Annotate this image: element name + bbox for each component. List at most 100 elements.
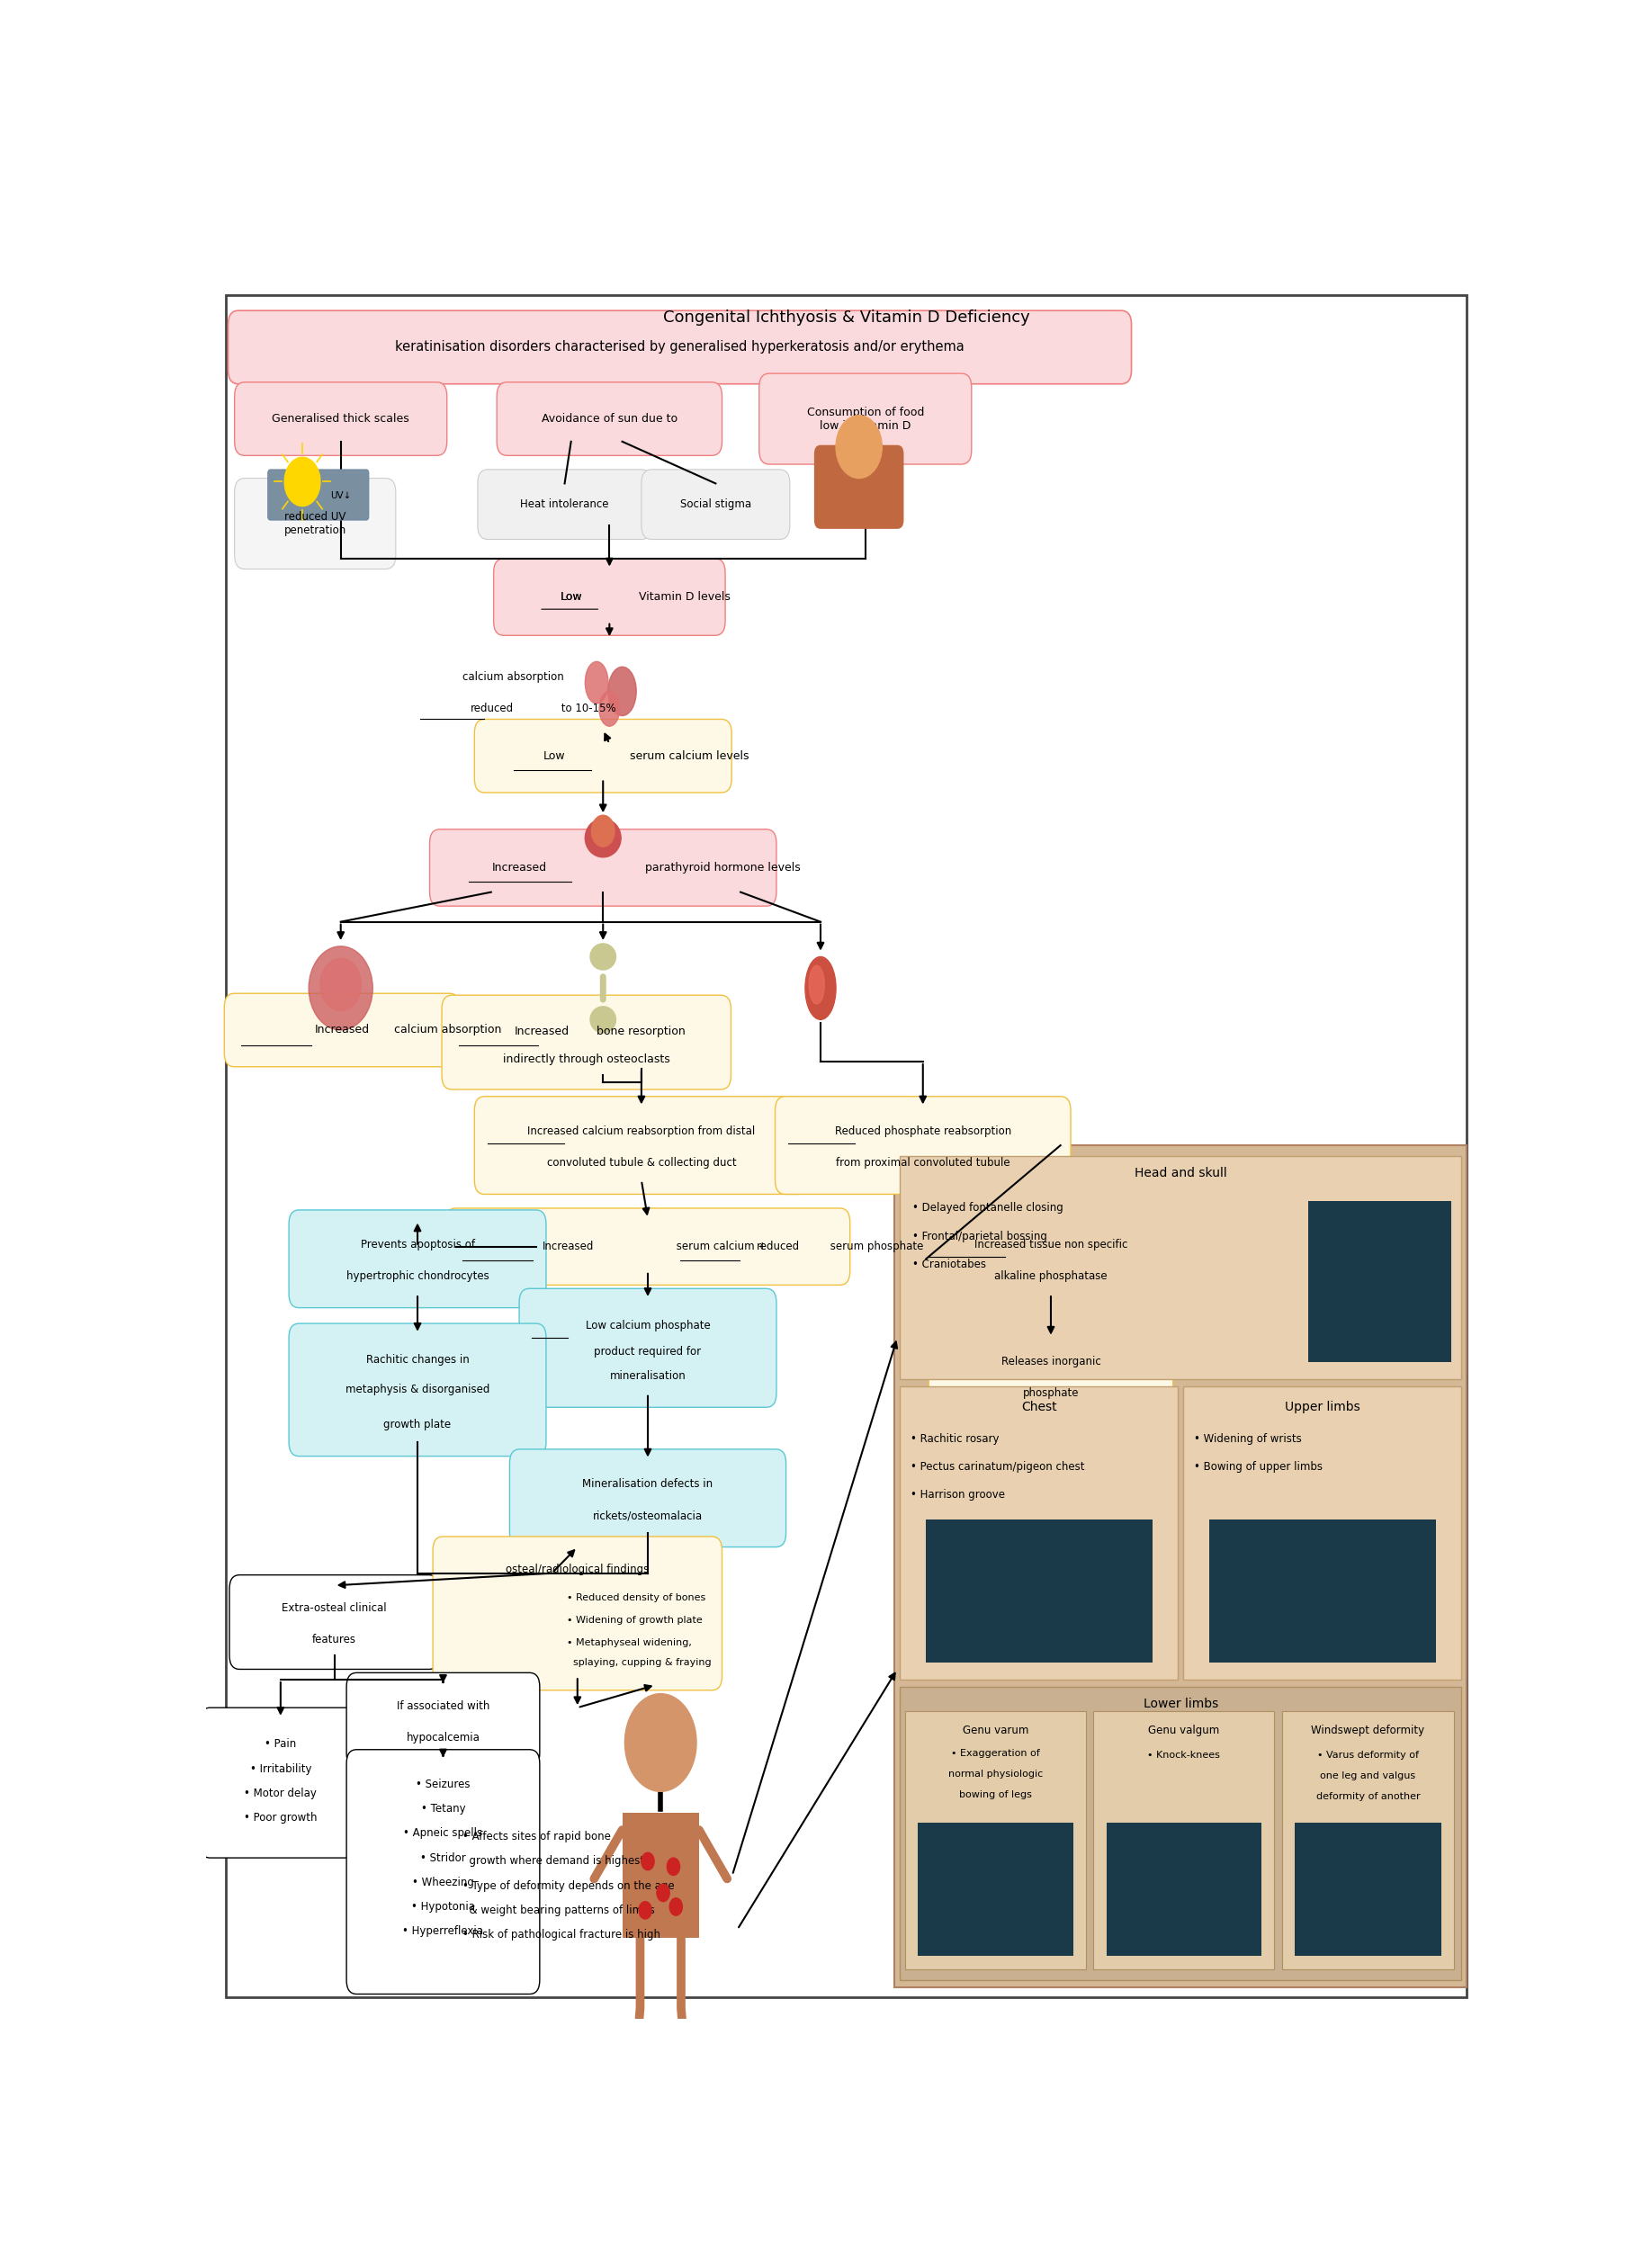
- Text: If associated with: If associated with: [396, 1701, 490, 1712]
- Text: Increased calcium reabsorption from distal: Increased calcium reabsorption from dist…: [527, 1125, 756, 1136]
- Text: Vitamin D levels: Vitamin D levels: [636, 592, 730, 603]
- Ellipse shape: [809, 966, 824, 1005]
- Text: Increased: Increased: [314, 1025, 370, 1036]
- Circle shape: [667, 1857, 680, 1876]
- Ellipse shape: [591, 814, 614, 846]
- Text: • Irritability: • Irritability: [249, 1762, 312, 1774]
- FancyBboxPatch shape: [1294, 1823, 1441, 1955]
- Text: • Delayed fontanelle closing: • Delayed fontanelle closing: [913, 1202, 1063, 1213]
- FancyBboxPatch shape: [928, 1327, 1174, 1424]
- Text: Upper limbs: Upper limbs: [1284, 1402, 1360, 1413]
- FancyBboxPatch shape: [814, 445, 903, 528]
- FancyBboxPatch shape: [200, 1708, 362, 1857]
- Text: • Risk of pathological fracture is high: • Risk of pathological fracture is high: [462, 1928, 660, 1941]
- Text: hypocalcemia: hypocalcemia: [406, 1730, 480, 1744]
- Ellipse shape: [591, 943, 616, 971]
- FancyBboxPatch shape: [926, 1520, 1152, 1662]
- Text: • Pain: • Pain: [264, 1740, 297, 1751]
- Text: serum calcium levels: serum calcium levels: [626, 751, 750, 762]
- Text: osteal/radiological findings: osteal/radiological findings: [505, 1565, 649, 1576]
- Text: Windswept deformity: Windswept deformity: [1311, 1724, 1425, 1737]
- Text: • Varus deformity of: • Varus deformity of: [1317, 1751, 1418, 1760]
- Text: Reduced phosphate reabsorption: Reduced phosphate reabsorption: [835, 1125, 1010, 1136]
- Text: growth plate: growth plate: [383, 1420, 451, 1431]
- Text: Generalised thick scales: Generalised thick scales: [272, 413, 409, 424]
- Text: reduced: reduced: [756, 1241, 799, 1252]
- FancyBboxPatch shape: [1209, 1520, 1436, 1662]
- Text: • Bowing of upper limbs: • Bowing of upper limbs: [1194, 1461, 1322, 1472]
- FancyBboxPatch shape: [446, 1209, 850, 1286]
- Text: features: features: [312, 1633, 357, 1644]
- FancyBboxPatch shape: [229, 1574, 439, 1669]
- Ellipse shape: [309, 946, 373, 1030]
- FancyBboxPatch shape: [226, 295, 1466, 1998]
- FancyBboxPatch shape: [497, 383, 721, 456]
- Text: • Seizures: • Seizures: [416, 1778, 471, 1789]
- Text: Releases inorganic: Releases inorganic: [1001, 1356, 1101, 1368]
- Text: Chest: Chest: [1022, 1402, 1057, 1413]
- Circle shape: [835, 415, 882, 479]
- Text: Low: Low: [560, 592, 583, 603]
- Ellipse shape: [584, 819, 621, 857]
- Text: • Exaggeration of: • Exaggeration of: [951, 1749, 1040, 1758]
- Text: serum phosphate: serum phosphate: [827, 1241, 923, 1252]
- Text: Congenital Ichthyosis & Vitamin D Deficiency: Congenital Ichthyosis & Vitamin D Defici…: [662, 308, 1030, 327]
- Text: product required for: product required for: [594, 1345, 702, 1356]
- Text: Rachitic changes in: Rachitic changes in: [367, 1354, 469, 1365]
- Text: • Pectus carinatum/pigeon chest: • Pectus carinatum/pigeon chest: [910, 1461, 1085, 1472]
- Text: Social stigma: Social stigma: [680, 499, 751, 510]
- Text: parathyroid hormone levels: parathyroid hormone levels: [641, 862, 801, 873]
- FancyBboxPatch shape: [916, 1209, 1185, 1309]
- Text: alkaline phosphatase: alkaline phosphatase: [994, 1270, 1108, 1281]
- Text: Increased: Increased: [492, 862, 548, 873]
- Text: & weight bearing patterns of limbs: & weight bearing patterns of limbs: [462, 1905, 654, 1916]
- Text: • Frontal/parietal bossing: • Frontal/parietal bossing: [913, 1229, 1047, 1243]
- Text: keratinisation disorders characterised by generalised hyperkeratosis and/or eryt: keratinisation disorders characterised b…: [395, 340, 964, 354]
- FancyBboxPatch shape: [347, 1749, 540, 1994]
- FancyBboxPatch shape: [225, 993, 459, 1066]
- Text: • Stridor: • Stridor: [421, 1853, 466, 1864]
- Text: bowing of legs: bowing of legs: [959, 1789, 1032, 1799]
- Text: Increased: Increased: [543, 1241, 594, 1252]
- FancyBboxPatch shape: [518, 1288, 776, 1406]
- FancyBboxPatch shape: [1283, 1710, 1455, 1969]
- Text: Consumption of food
low in vitamin D: Consumption of food low in vitamin D: [807, 406, 925, 431]
- Text: rickets/osteomalacia: rickets/osteomalacia: [593, 1510, 703, 1522]
- Text: • Knock-knees: • Knock-knees: [1147, 1751, 1220, 1760]
- Ellipse shape: [608, 667, 636, 717]
- Ellipse shape: [616, 2032, 641, 2053]
- FancyBboxPatch shape: [641, 469, 789, 540]
- Text: splaying, cupping & fraying: splaying, cupping & fraying: [568, 1658, 712, 1667]
- FancyBboxPatch shape: [622, 1812, 698, 1939]
- Text: • Harrison groove: • Harrison groove: [910, 1488, 1004, 1501]
- Text: Avoidance of sun due to: Avoidance of sun due to: [542, 413, 677, 424]
- Text: • Reduced density of bones: • Reduced density of bones: [568, 1592, 707, 1601]
- Text: • Apneic spells: • Apneic spells: [403, 1828, 482, 1839]
- FancyBboxPatch shape: [289, 1209, 546, 1309]
- FancyBboxPatch shape: [267, 469, 368, 519]
- Circle shape: [670, 1898, 682, 1916]
- Circle shape: [657, 1885, 670, 1901]
- Text: • Hypotonia: • Hypotonia: [411, 1901, 475, 1912]
- Text: metaphysis & disorganised: metaphysis & disorganised: [345, 1383, 490, 1395]
- FancyBboxPatch shape: [510, 1449, 786, 1547]
- Text: one leg and valgus: one leg and valgus: [1321, 1771, 1415, 1780]
- FancyBboxPatch shape: [474, 1095, 809, 1195]
- Text: • Metaphyseal widening,: • Metaphyseal widening,: [568, 1637, 692, 1647]
- Text: growth where demand is highest: growth where demand is highest: [462, 1855, 644, 1867]
- Text: reduced: reduced: [471, 703, 513, 714]
- Text: Prevents apoptosis of: Prevents apoptosis of: [360, 1238, 474, 1250]
- Text: Genu varum: Genu varum: [963, 1724, 1029, 1737]
- FancyBboxPatch shape: [905, 1710, 1086, 1969]
- Text: phosphate: phosphate: [1022, 1388, 1080, 1399]
- Text: from proximal convoluted tubule: from proximal convoluted tubule: [835, 1157, 1010, 1168]
- Text: bone resorption: bone resorption: [593, 1025, 685, 1039]
- Ellipse shape: [680, 2032, 705, 2053]
- Text: normal physiologic: normal physiologic: [948, 1769, 1043, 1778]
- Text: • Craniotabes: • Craniotabes: [913, 1259, 986, 1270]
- Text: Low: Low: [560, 592, 583, 603]
- FancyBboxPatch shape: [1308, 1202, 1451, 1361]
- Text: deformity of another: deformity of another: [1316, 1792, 1420, 1801]
- Text: • Motor delay: • Motor delay: [244, 1787, 317, 1799]
- Text: Low calcium phosphate: Low calcium phosphate: [586, 1320, 710, 1331]
